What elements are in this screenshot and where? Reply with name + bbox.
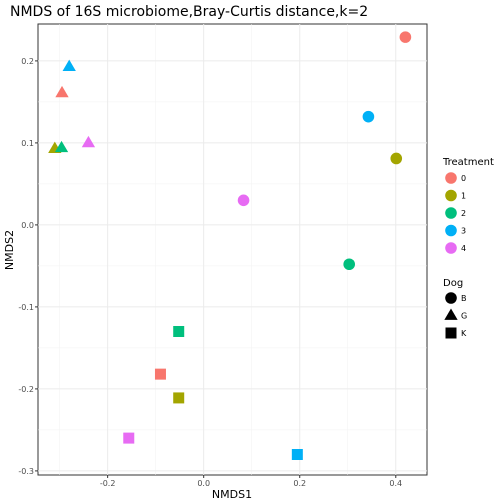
treatment-legend-key xyxy=(445,242,457,254)
dog-legend-title: Dog xyxy=(443,278,463,289)
treatment-legend-label: 4 xyxy=(461,244,466,253)
data-point xyxy=(173,326,185,337)
dog-legend-label: K xyxy=(461,329,467,338)
treatment-legend-key xyxy=(445,207,457,219)
treatment-legend-title: Treatment xyxy=(442,157,494,168)
data-point xyxy=(291,449,303,460)
data-points xyxy=(48,31,412,460)
data-point xyxy=(54,140,69,153)
y-tick-label: -0.1 xyxy=(18,303,34,312)
treatment-legend-label: 0 xyxy=(461,174,466,183)
data-point xyxy=(62,59,76,71)
dog-legend-label: G xyxy=(461,312,467,321)
treatment-legend-key xyxy=(445,189,457,202)
treatment-legend-label: 1 xyxy=(461,192,466,201)
data-point xyxy=(343,258,356,271)
dog-legend-label: B xyxy=(461,294,467,303)
y-axis-title: NMDS2 xyxy=(3,230,16,270)
x-axis-title: NMDS1 xyxy=(212,488,252,501)
chart-title: NMDS of 16S microbiome,Bray-Curtis dista… xyxy=(10,4,368,20)
data-point xyxy=(154,368,166,380)
data-point xyxy=(362,110,375,123)
grid-lines xyxy=(38,24,427,475)
treatment-legend-label: 3 xyxy=(461,227,466,236)
x-tick-label: 0.2 xyxy=(293,479,306,488)
y-tick-label: 0.1 xyxy=(21,139,34,148)
legend: Treatment 0 1 2 3 4 Dog BGK xyxy=(442,157,494,339)
data-point xyxy=(399,31,412,43)
dog-legend-key xyxy=(444,308,458,320)
x-tick-label: 0.0 xyxy=(197,479,210,488)
y-tick-label: -0.3 xyxy=(18,467,34,476)
data-point xyxy=(390,152,403,165)
x-tick-label: -0.2 xyxy=(100,479,116,488)
data-point xyxy=(173,392,185,404)
treatment-legend-label: 2 xyxy=(461,209,466,218)
data-point xyxy=(81,135,96,148)
axis-ticks: -0.2 0.0 0.2 0.4 -0.3 -0.2 -0.1 0.0 0.1 0.2 xyxy=(18,57,402,488)
y-tick-label: 0.2 xyxy=(21,57,34,66)
data-point xyxy=(55,85,69,98)
data-point xyxy=(237,194,250,207)
data-point xyxy=(123,432,135,444)
dog-legend-key xyxy=(445,327,457,339)
plot-panel xyxy=(37,23,428,476)
x-tick-label: 0.4 xyxy=(389,479,402,488)
treatment-legend-key xyxy=(445,172,457,184)
y-tick-label: 0.0 xyxy=(21,221,34,230)
dog-legend-key xyxy=(445,292,457,304)
treatment-legend-key xyxy=(445,224,457,237)
y-tick-label: -0.2 xyxy=(18,385,34,394)
